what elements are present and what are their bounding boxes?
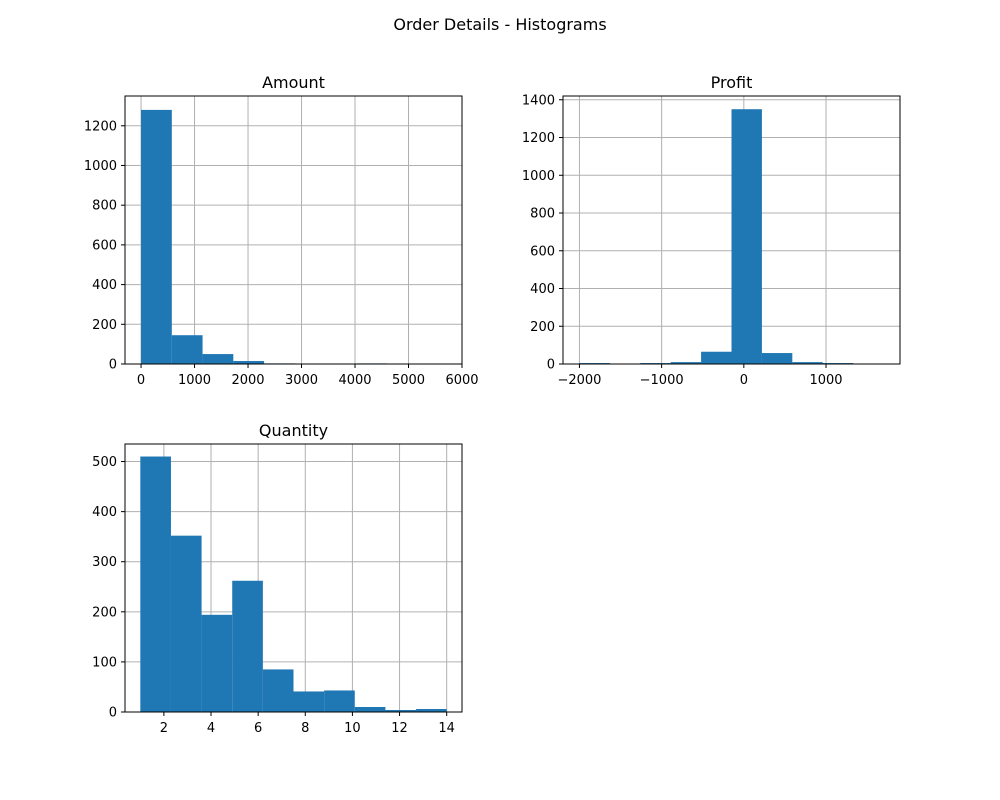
histogram-bar	[761, 353, 793, 364]
histogram-bar	[670, 362, 702, 364]
axes-layer: 0 1000 2000 3000 4000 5000 6000020040060080010…	[84, 73, 901, 736]
axes-frame	[124, 95, 463, 365]
y-tick-label: 1400	[522, 93, 555, 108]
x-tick-label: 1000	[178, 373, 211, 388]
axes-title: Amount	[262, 73, 325, 92]
axes-frame	[562, 95, 901, 365]
x-tick-label: 14	[438, 721, 455, 736]
x-tick-label: 6	[254, 721, 262, 736]
y-tick-label: 800	[92, 199, 117, 214]
histogram-bar	[701, 351, 732, 364]
x-tick-label: 3000	[285, 373, 318, 388]
histogram-bar	[324, 690, 355, 712]
histogram-bar	[202, 354, 234, 364]
histogram-bar	[141, 109, 172, 364]
histogram-bar	[171, 335, 203, 364]
axes-frame	[124, 443, 463, 713]
x-tick-label: 1000	[809, 373, 842, 388]
y-tick-label: 1200	[84, 119, 117, 134]
x-tick-label: 5000	[392, 373, 425, 388]
x-tick-label: 4	[207, 721, 215, 736]
x-tick-label: 4000	[338, 373, 371, 388]
x-tick-label: −1000	[640, 373, 684, 388]
y-tick-label: 200	[92, 318, 117, 333]
y-tick-label: 0	[109, 358, 117, 373]
histogram-bar	[201, 614, 233, 712]
histogram-bar	[792, 362, 823, 364]
y-tick-label: 600	[92, 238, 117, 253]
x-tick-label: 8	[301, 721, 309, 736]
x-tick-label: 12	[391, 721, 408, 736]
y-tick-label: 400	[530, 282, 555, 297]
y-tick-label: 1000	[84, 159, 117, 174]
y-tick-label: 0	[547, 358, 555, 373]
axes-title: Profit	[711, 73, 753, 92]
x-tick-label: 2	[160, 721, 168, 736]
x-tick-label: −2000	[557, 373, 601, 388]
x-tick-label: 10	[344, 721, 361, 736]
x-tick-label: 6000	[445, 373, 478, 388]
histogram-bar	[140, 456, 171, 712]
figure-title: Order Details - Histograms	[393, 15, 606, 34]
y-tick-label: 100	[92, 655, 117, 670]
x-tick-label: 0	[740, 373, 748, 388]
histogram-bar	[354, 706, 386, 712]
y-tick-label: 800	[530, 207, 555, 222]
histogram-amount: 0 1000 2000 3000 4000 5000 6000 0 200 400 600 800 10…	[84, 73, 479, 388]
axes-title: Quantity	[259, 421, 328, 440]
histogram-bar	[262, 669, 294, 712]
y-tick-label: 600	[530, 244, 555, 259]
histogram-bar	[233, 361, 265, 364]
histogram-bar	[731, 109, 762, 364]
y-tick-label: 1000	[522, 169, 555, 184]
histogram-bar	[170, 535, 202, 712]
y-tick-label: 500	[92, 455, 117, 470]
y-tick-label: 0	[109, 706, 117, 721]
y-tick-label: 200	[530, 320, 555, 335]
histogram-bar	[232, 580, 263, 712]
x-tick-label: 2000	[231, 373, 264, 388]
y-tick-label: 400	[92, 278, 117, 293]
histogram-quantity: 2 4 6 8 10 12 14 0 100 200 300 400 500 Quantity	[92, 421, 463, 736]
x-tick-label: 0	[137, 373, 145, 388]
y-tick-label: 200	[92, 605, 117, 620]
histogram-bar	[385, 709, 417, 712]
histogram-bar	[293, 691, 325, 712]
histogram-profit: −2000 −1000 0 1000 0 200 400 600 800 1000 1200 1400…	[522, 73, 901, 388]
y-tick-label: 400	[92, 505, 117, 520]
y-tick-label: 300	[92, 555, 117, 570]
y-tick-label: 1200	[522, 131, 555, 146]
histogram-bar	[416, 708, 447, 712]
